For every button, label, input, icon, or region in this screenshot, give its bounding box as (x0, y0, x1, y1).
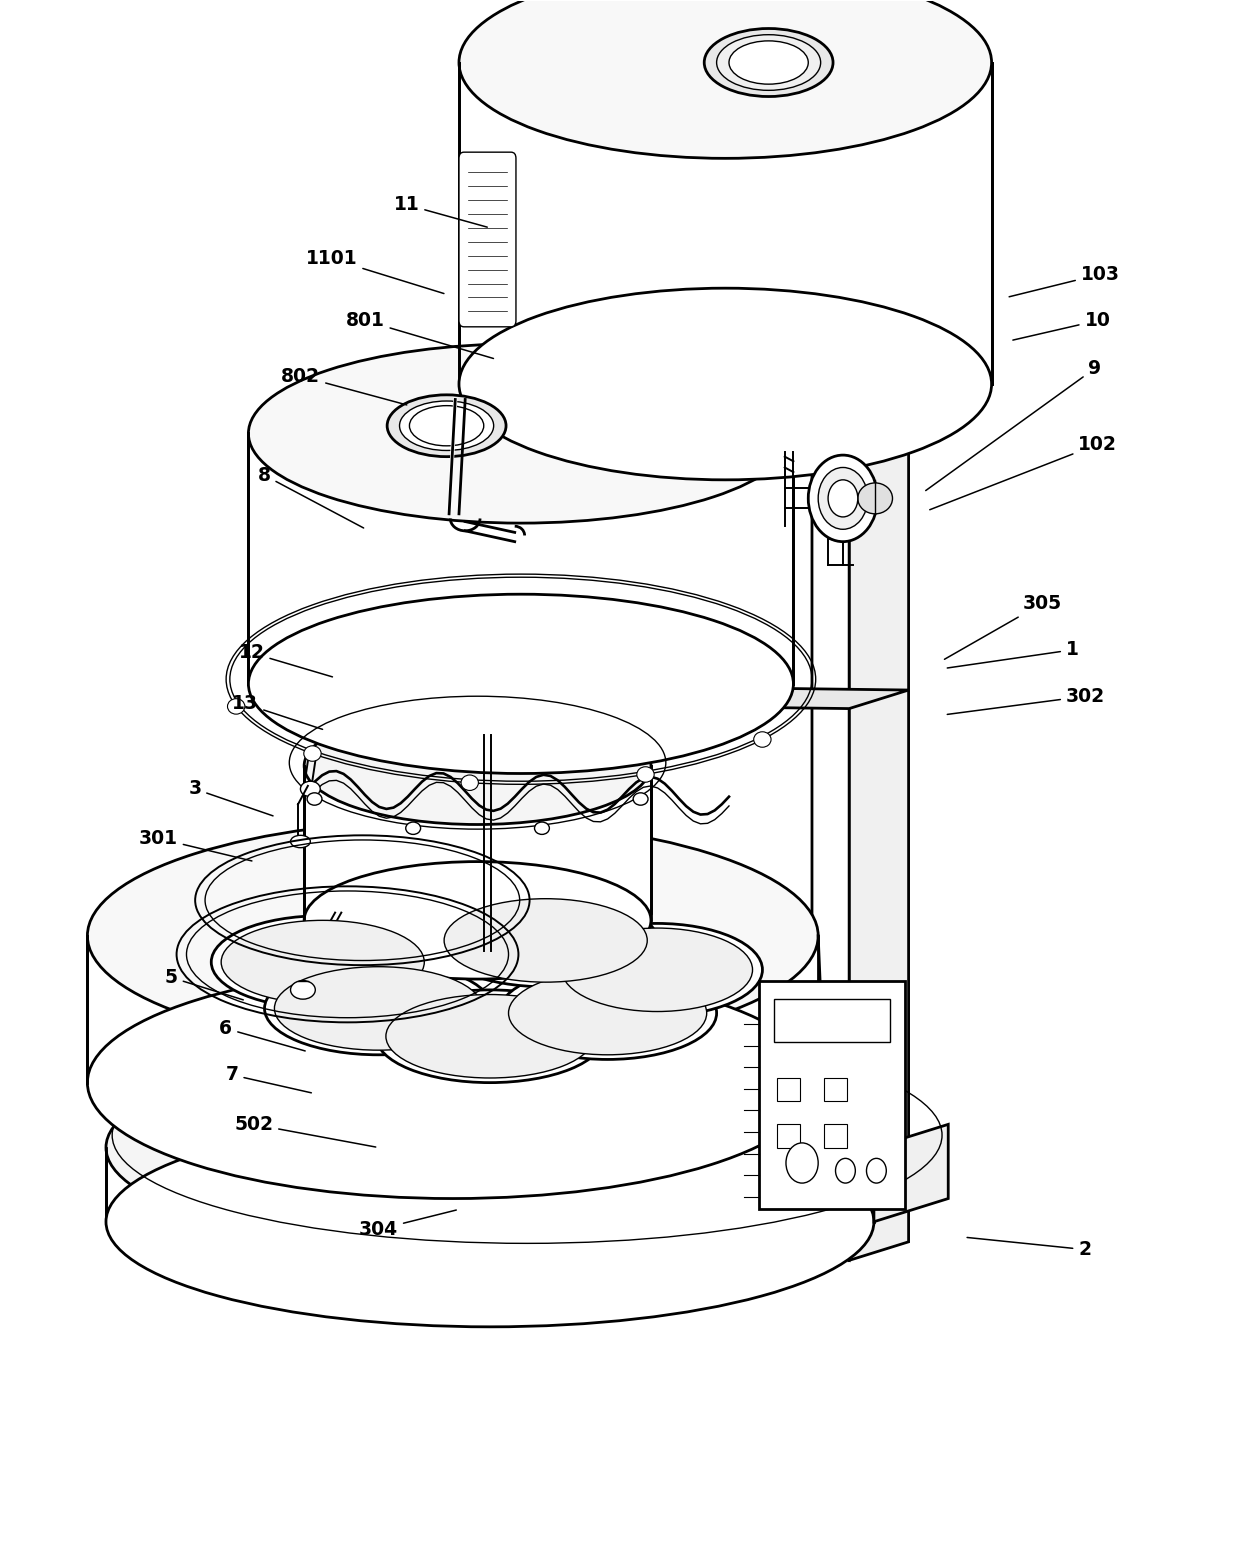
Text: 103: 103 (1009, 265, 1120, 297)
Ellipse shape (290, 981, 315, 999)
Polygon shape (812, 240, 849, 1261)
Polygon shape (849, 221, 909, 1261)
Ellipse shape (461, 775, 479, 791)
Text: 11: 11 (393, 195, 487, 227)
Ellipse shape (304, 862, 651, 979)
Ellipse shape (274, 967, 482, 1050)
Text: 9: 9 (926, 359, 1101, 490)
Ellipse shape (867, 1159, 887, 1183)
Ellipse shape (87, 820, 818, 1052)
Ellipse shape (304, 707, 651, 825)
Text: 10: 10 (1013, 311, 1110, 340)
Text: 1101: 1101 (306, 249, 444, 294)
Text: 802: 802 (281, 367, 407, 405)
Ellipse shape (818, 467, 868, 529)
Text: 801: 801 (346, 311, 494, 359)
Text: 5: 5 (165, 968, 243, 999)
Polygon shape (484, 436, 543, 483)
Text: 8: 8 (258, 466, 363, 528)
Ellipse shape (308, 792, 322, 804)
Ellipse shape (409, 405, 484, 446)
Ellipse shape (808, 455, 878, 541)
Bar (774, 999, 890, 1043)
Ellipse shape (459, 288, 992, 480)
Polygon shape (87, 936, 825, 1083)
Ellipse shape (717, 34, 821, 90)
Ellipse shape (562, 928, 753, 1012)
Bar (825, 1125, 847, 1148)
Ellipse shape (704, 28, 833, 96)
Ellipse shape (786, 1143, 818, 1183)
Ellipse shape (858, 483, 893, 514)
Ellipse shape (387, 394, 506, 456)
Bar (759, 981, 905, 1210)
Bar (777, 1078, 800, 1101)
Ellipse shape (444, 899, 647, 982)
Ellipse shape (434, 894, 657, 987)
Text: 2: 2 (967, 1238, 1091, 1259)
Polygon shape (304, 766, 651, 920)
Ellipse shape (405, 821, 420, 834)
Polygon shape (248, 433, 794, 684)
Ellipse shape (264, 962, 492, 1055)
Text: 502: 502 (234, 1115, 376, 1146)
Ellipse shape (498, 967, 717, 1060)
Ellipse shape (304, 746, 321, 761)
Ellipse shape (459, 0, 992, 158)
Text: 302: 302 (947, 687, 1105, 715)
Ellipse shape (534, 821, 549, 834)
Polygon shape (484, 685, 909, 709)
Bar (825, 1078, 847, 1101)
Ellipse shape (754, 732, 771, 747)
Ellipse shape (836, 1159, 856, 1183)
Ellipse shape (637, 767, 655, 783)
Text: 3: 3 (188, 780, 273, 815)
Ellipse shape (211, 916, 434, 1009)
Ellipse shape (87, 967, 818, 1199)
Text: 301: 301 (139, 829, 252, 862)
Ellipse shape (300, 781, 320, 797)
Text: 102: 102 (930, 435, 1117, 511)
Ellipse shape (828, 480, 858, 517)
Text: 6: 6 (219, 1019, 305, 1050)
Text: 7: 7 (226, 1066, 311, 1092)
Text: 1: 1 (947, 640, 1079, 668)
Ellipse shape (221, 920, 424, 1004)
Ellipse shape (552, 924, 763, 1016)
Ellipse shape (508, 972, 707, 1055)
Ellipse shape (227, 699, 244, 715)
Ellipse shape (105, 1117, 874, 1327)
Ellipse shape (729, 40, 808, 84)
FancyBboxPatch shape (459, 152, 516, 326)
Polygon shape (459, 62, 992, 384)
Polygon shape (484, 436, 909, 459)
Polygon shape (484, 685, 543, 732)
Text: 12: 12 (238, 644, 332, 678)
Ellipse shape (386, 995, 594, 1078)
Bar (777, 1125, 800, 1148)
Ellipse shape (248, 343, 794, 523)
Text: 13: 13 (232, 695, 322, 729)
Ellipse shape (290, 835, 310, 848)
Ellipse shape (376, 990, 604, 1083)
Text: 305: 305 (945, 594, 1061, 659)
Polygon shape (105, 1148, 874, 1222)
Polygon shape (874, 1125, 949, 1222)
Ellipse shape (105, 1043, 874, 1253)
Polygon shape (812, 221, 909, 252)
Ellipse shape (248, 594, 794, 774)
Ellipse shape (399, 401, 494, 450)
Text: 304: 304 (358, 1210, 456, 1239)
Ellipse shape (634, 792, 649, 804)
